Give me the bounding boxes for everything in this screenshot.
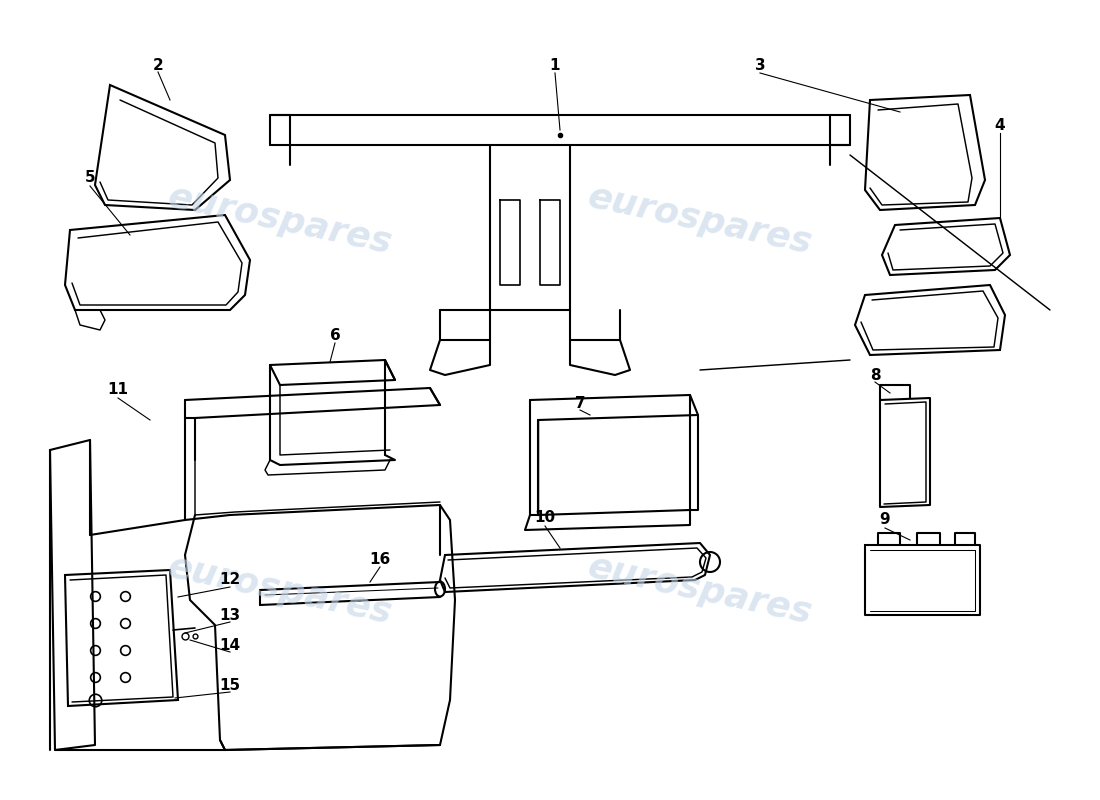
Text: 10: 10	[535, 510, 556, 526]
Text: eurospares: eurospares	[585, 550, 815, 630]
Text: 6: 6	[330, 327, 340, 342]
Text: 11: 11	[108, 382, 129, 398]
Text: 3: 3	[755, 58, 766, 73]
Text: eurospares: eurospares	[585, 180, 815, 260]
Text: eurospares: eurospares	[165, 180, 395, 260]
Text: 14: 14	[219, 638, 241, 653]
Text: 1: 1	[550, 58, 560, 73]
Text: 5: 5	[85, 170, 96, 186]
Text: 2: 2	[153, 58, 164, 73]
Text: 7: 7	[574, 395, 585, 410]
Text: 4: 4	[994, 118, 1005, 133]
Text: 13: 13	[219, 607, 241, 622]
Text: 16: 16	[370, 553, 390, 567]
Text: 8: 8	[870, 367, 880, 382]
Text: 9: 9	[880, 513, 890, 527]
Text: 12: 12	[219, 573, 241, 587]
Text: eurospares: eurospares	[165, 550, 395, 630]
Text: 15: 15	[219, 678, 241, 693]
